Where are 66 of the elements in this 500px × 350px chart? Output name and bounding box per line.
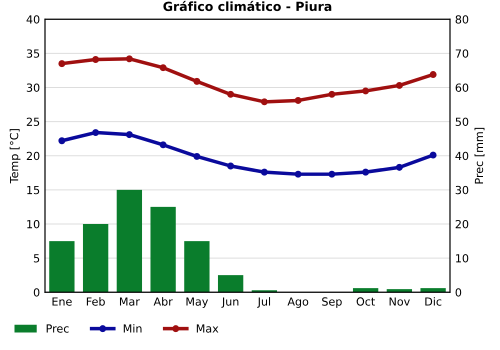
y2-axis-title: Prec [mm] [474, 128, 484, 184]
bar [82, 224, 108, 292]
x-tick-label: Ene [52, 297, 72, 306]
y2-tick-label: 70 [456, 49, 468, 58]
y2-tick-label: 40 [455, 152, 468, 160]
bar [150, 206, 176, 292]
legend-label: Prec [46, 324, 69, 333]
point [227, 90, 234, 98]
point [328, 90, 336, 98]
y2-tick-label: 20 [456, 220, 468, 228]
bar [116, 190, 142, 292]
point [260, 168, 268, 176]
point [260, 98, 268, 106]
chart-title: Gráfico climático - Piura [163, 0, 332, 12]
point [193, 152, 200, 160]
bar [49, 241, 75, 292]
x-tick-label: Jun [221, 297, 238, 308]
y-tick-label: 15 [27, 186, 40, 194]
x-tick-label: Ago [287, 297, 308, 308]
bar [184, 241, 210, 292]
y-tick-label: 0 [34, 288, 40, 297]
y-tick-label: 20 [26, 152, 40, 160]
y2-tick-label: 80 [456, 15, 468, 24]
x-tick-label: Feb [86, 297, 105, 306]
point [430, 71, 437, 78]
x-tick-label: Mar [120, 297, 140, 306]
y2-tick-label: 30 [456, 186, 468, 194]
legend-label: Max [196, 324, 218, 333]
x-tick-label: Abr [154, 297, 173, 306]
point [362, 87, 370, 94]
y-axis-title: Temp [°C] [10, 129, 20, 184]
point [430, 152, 437, 159]
point [160, 141, 167, 148]
point [126, 131, 133, 138]
point [92, 129, 100, 136]
point [160, 64, 167, 72]
x-tick-label: Oct [356, 297, 375, 306]
legend-label: Min [124, 324, 142, 333]
y-tick-label: 30 [26, 83, 40, 92]
x-tick-label: Nov [390, 297, 410, 306]
y-tick-label: 35 [26, 49, 40, 58]
y-tick-label: 40 [26, 15, 40, 24]
y-tick-label: 5 [34, 254, 40, 263]
point [294, 170, 302, 178]
point [362, 168, 370, 176]
point [227, 162, 234, 170]
point [193, 78, 200, 85]
y2-tick-label: 10 [456, 254, 468, 263]
point [92, 56, 100, 63]
y-tick-label: 25 [26, 118, 40, 126]
point [294, 96, 302, 104]
bar [218, 275, 244, 292]
x-tick-label: Dic [425, 297, 442, 306]
point [328, 170, 336, 178]
point [58, 60, 66, 68]
y2-tick-label: 60 [456, 83, 468, 92]
y2-tick-label: 0 [456, 288, 462, 297]
point [396, 82, 403, 89]
y2-tick-label: 50 [456, 118, 468, 126]
y-tick-label: 10 [27, 220, 40, 228]
x-tick-label: Jul [257, 297, 270, 308]
point [58, 137, 66, 144]
point [126, 55, 133, 62]
point [396, 164, 403, 171]
x-tick-label: Sep [322, 297, 342, 308]
x-tick-label: May [186, 297, 208, 308]
